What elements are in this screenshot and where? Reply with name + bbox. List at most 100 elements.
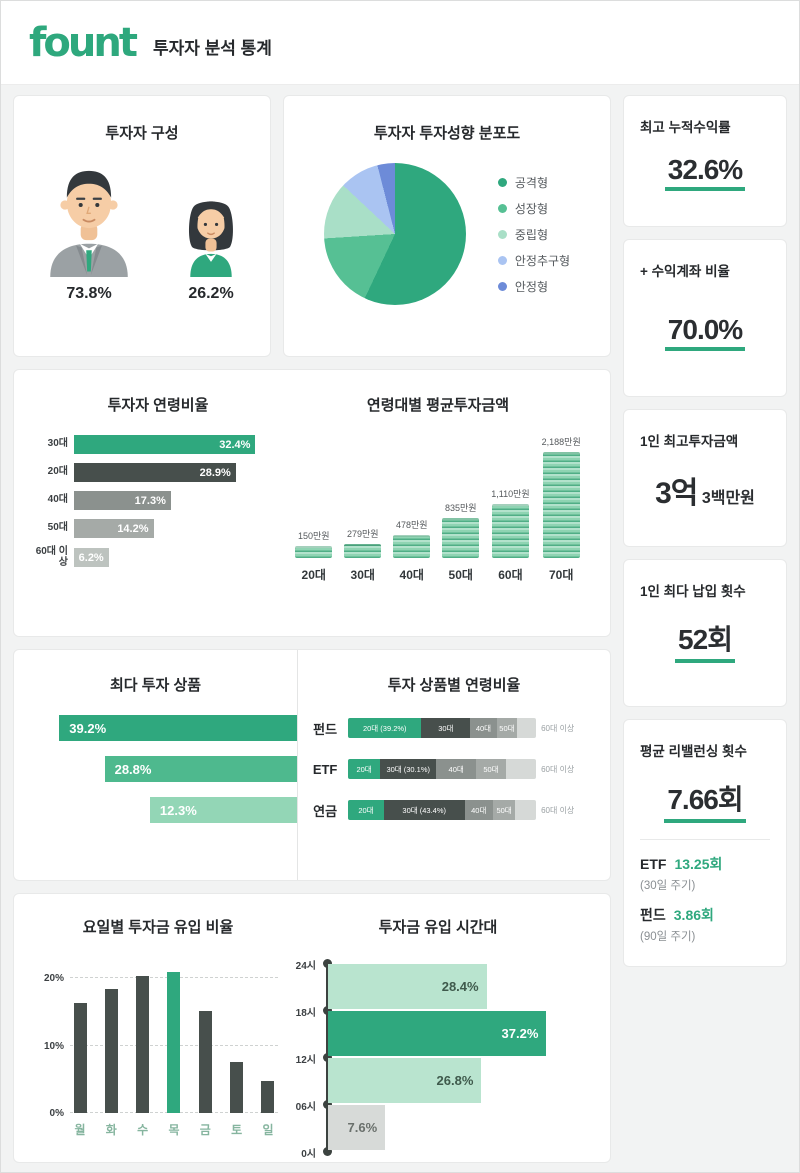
time-section: 투자금 유입 시간대 24시 18시 12시 06시 0시 28.4% 37.2% 26.8%… xyxy=(284,916,592,1160)
disposition-body: 공격형 성장형 중립형 안정추구형 안정형 xyxy=(284,163,610,305)
y-axis-label: 50대 xyxy=(47,522,68,534)
male-avatar-icon xyxy=(50,170,128,277)
stat-value-big: 3억 xyxy=(655,477,698,510)
stacked-bar: 20대 (39.2%) 30대 40대 50대 xyxy=(348,718,537,738)
rebalancing-name: 펀드 xyxy=(640,907,666,923)
bar-value-label: 7.6% xyxy=(347,1120,378,1135)
x-axis-label: 60대 xyxy=(498,568,523,582)
bar-value-label: 28.4% xyxy=(441,979,479,994)
main-content: 투자자 구성 xyxy=(1,85,799,1169)
stacked-bar: 20대 30대 (30.1%) 40대 50대 xyxy=(348,759,537,779)
stat-title: 1인 최고투자금액 xyxy=(640,434,739,449)
bar: 37.2% xyxy=(328,1011,547,1056)
money-stack-column: 279만원 30대 xyxy=(344,431,382,583)
x-axis-label: 월 xyxy=(74,1123,86,1137)
stat-value: 70.0% xyxy=(664,314,746,351)
bar: 12.3% xyxy=(149,797,298,823)
bar-track: 6.2% xyxy=(74,548,270,567)
time-tick-label: 18시 xyxy=(295,1008,316,1019)
rebalancing-value: 3.86회 xyxy=(673,907,714,923)
legend-item: 중립형 xyxy=(497,226,570,243)
outside-label: 60대 이상 xyxy=(541,723,575,733)
x-axis-label: 50대 xyxy=(448,568,473,582)
rebalancing-fund-line: 펀드 3.86회 xyxy=(640,905,770,925)
card-title-age-ratio: 투자자 연령비율 xyxy=(107,397,209,414)
bar-segment: 20대 xyxy=(348,759,381,779)
product-bar-row: 12.3% xyxy=(14,797,298,823)
legend-label: 안정형 xyxy=(514,279,549,294)
bar xyxy=(73,1003,87,1113)
composition-body: 73.8% xyxy=(14,157,270,303)
bar-slot xyxy=(260,965,276,1113)
money-stack-bar xyxy=(491,504,529,558)
outside-label: 60대 이상 xyxy=(541,805,575,815)
x-axis-label: 30대 xyxy=(350,568,375,582)
axis-dot xyxy=(322,1005,332,1015)
stacked-bar-row: ETF 20대 30대 (30.1%) 40대 50대 60대 이상 xyxy=(302,756,610,782)
divider xyxy=(640,839,770,840)
age-ratio-row: 50대 14.2% xyxy=(32,519,270,538)
x-axis-label: 금 xyxy=(199,1123,211,1137)
stats-sidebar: 최고 누적수익률 32.6% + 수익계좌 비율 70.0% 1인 최고투자금액… xyxy=(623,95,787,1163)
bar-segment: 50대 xyxy=(475,759,506,779)
page-title: 투자자 분석 통계 xyxy=(152,39,272,58)
bar: 32.4% xyxy=(74,435,256,454)
stat-value-wrap: 70.0% xyxy=(640,314,770,351)
bar-slot xyxy=(72,965,88,1113)
x-axis-label: 수 xyxy=(137,1123,149,1137)
y-axis-label: 20대 xyxy=(47,466,68,478)
bar-slot xyxy=(103,965,119,1113)
product-bar-row: 28.8% xyxy=(14,756,298,782)
time-tick-label: 0시 xyxy=(301,1149,316,1160)
x-axis-label: 20대 xyxy=(301,568,326,582)
x-axis-label: 일 xyxy=(262,1123,274,1137)
bar-segment xyxy=(515,800,537,820)
bar-slot xyxy=(166,965,182,1113)
weekday-bars xyxy=(72,965,276,1113)
bar-value-label: 150만원 xyxy=(297,531,330,541)
stacked-bar-row: 연금 20대 30대 (43.4%) 40대 50대 60대 이상 xyxy=(302,797,610,823)
age-ratio-row: 20대 28.9% xyxy=(32,463,270,482)
bar-segment: 30대 (43.4%) xyxy=(383,800,465,820)
bar-segment: 50대 xyxy=(492,800,516,820)
axis-dot xyxy=(322,1052,332,1062)
card-investor-composition: 투자자 구성 xyxy=(13,95,271,357)
bar: 28.8% xyxy=(104,756,298,782)
time-tick-label: 06시 xyxy=(295,1102,316,1113)
bar: 6.2% xyxy=(74,548,109,567)
header: fount 투자자 분석 통계 xyxy=(1,1,799,85)
bar-segment xyxy=(505,759,537,779)
stat-value-small: 3백만원 xyxy=(701,490,755,507)
bar-value-label: 26.8% xyxy=(436,1073,474,1088)
bar-segment: 30대 (30.1%) xyxy=(380,759,437,779)
bar xyxy=(261,1081,275,1113)
x-axis-label: 70대 xyxy=(549,568,574,582)
weekday-section: 요일별 투자금 유입 비율 0% 10% 20% 월 화 수 목 금 토 일 xyxy=(32,916,284,1151)
stacked-bar-row: 펀드 20대 (39.2%) 30대 40대 50대 60대 이상 xyxy=(302,715,610,741)
stat-card-rebalancing: 평균 리밸런싱 횟수 7.66회 ETF 13.25회 (30일 주기) 펀드 … xyxy=(623,719,787,967)
top-products-chart: 39.2% 28.8% 12.3% xyxy=(14,715,298,823)
age-ratio-chart: 30대 32.4% 20대 28.9% 40대 17.3% 50대 14.2% 60대 이상 6.… xyxy=(32,435,284,568)
bar-slot xyxy=(135,965,151,1113)
weekday-chart: 0% 10% 20% xyxy=(44,965,278,1119)
card-products: 최다 투자 상품 39.2% 28.8% 12.3% 투자 상품별 연령비율 펀드 2… xyxy=(13,649,611,881)
axis-dot xyxy=(322,1146,332,1156)
bar-segment: 30대 xyxy=(421,718,471,738)
age-ratio-section: 투자자 연령비율 30대 32.4% 20대 28.9% 40대 17.3% 50대 14.2… xyxy=(32,394,284,583)
y-axis-label: 60대 이상 xyxy=(35,546,68,568)
bar-track: 32.4% xyxy=(74,435,270,454)
bar-value-label: 1,110만원 xyxy=(491,489,530,499)
legend-dot xyxy=(497,177,507,187)
card-title-weekday: 요일별 투자금 유입 비율 xyxy=(82,919,234,936)
bar: 26.8% xyxy=(328,1058,482,1103)
stat-value: 7.66회 xyxy=(664,778,746,823)
legend-label: 공격형 xyxy=(514,175,549,190)
product-age-chart: 펀드 20대 (39.2%) 30대 40대 50대 60대 이상 ETF 20대 30대 (3… xyxy=(298,715,610,823)
stat-value-wrap: 3억 3백만원 xyxy=(640,468,770,512)
stat-card-max-investment: 1인 최고투자금액 3억 3백만원 xyxy=(623,409,787,547)
bar: 39.2% xyxy=(59,715,298,741)
legend-dot xyxy=(497,203,507,213)
time-tick-label: 24시 xyxy=(295,961,316,972)
rebalancing-period: (30일 주기) xyxy=(640,880,696,892)
